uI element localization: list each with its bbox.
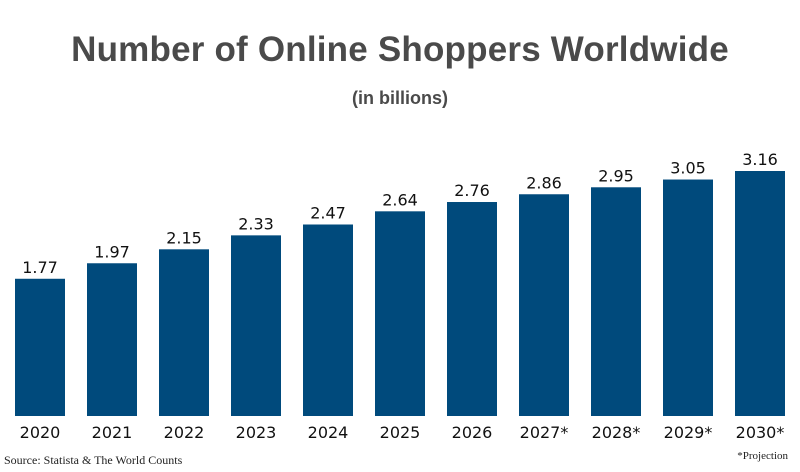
x-tick-2029: 2029*: [664, 423, 713, 442]
bar-2030: [735, 171, 785, 416]
x-tick-2023: 2023: [236, 423, 277, 442]
x-tick-2020: 2020: [20, 423, 61, 442]
bar-2021: [87, 263, 137, 416]
x-tick-2030: 2030*: [736, 423, 785, 442]
x-tick-2021: 2021: [92, 423, 133, 442]
chart-subtitle: (in billions): [352, 88, 448, 108]
value-label-2025: 2.64: [382, 190, 418, 209]
x-tick-2028: 2028*: [592, 423, 641, 442]
bar-2026: [447, 202, 497, 416]
value-label-2027: 2.86: [526, 173, 562, 192]
bar-2022: [159, 249, 209, 416]
bar-2025: [375, 211, 425, 416]
value-label-2021: 1.97: [94, 242, 130, 261]
value-label-2028: 2.95: [598, 166, 634, 185]
value-label-2022: 2.15: [166, 228, 202, 247]
x-tick-2027: 2027*: [520, 423, 569, 442]
bar-2023: [231, 235, 281, 416]
value-label-2023: 2.33: [238, 214, 274, 233]
value-label-2020: 1.77: [22, 258, 58, 277]
value-label-2026: 2.76: [454, 181, 490, 200]
x-tick-2026: 2026: [452, 423, 493, 442]
bar-2027: [519, 194, 569, 416]
x-tick-2024: 2024: [308, 423, 349, 442]
x-tick-2022: 2022: [164, 423, 205, 442]
x-tick-2025: 2025: [380, 423, 421, 442]
bar-2020: [15, 278, 65, 416]
bar-2028: [591, 187, 641, 416]
chart-title: Number of Online Shoppers Worldwide: [71, 30, 729, 69]
bar-2029: [663, 179, 713, 416]
source-note: Source: Statista & The World Counts: [4, 453, 183, 467]
value-label-2030: 3.16: [742, 150, 778, 169]
projection-note: *Projection: [737, 450, 788, 462]
value-label-2029: 3.05: [670, 159, 706, 178]
bar-2024: [303, 224, 353, 416]
value-label-2024: 2.47: [310, 203, 346, 222]
